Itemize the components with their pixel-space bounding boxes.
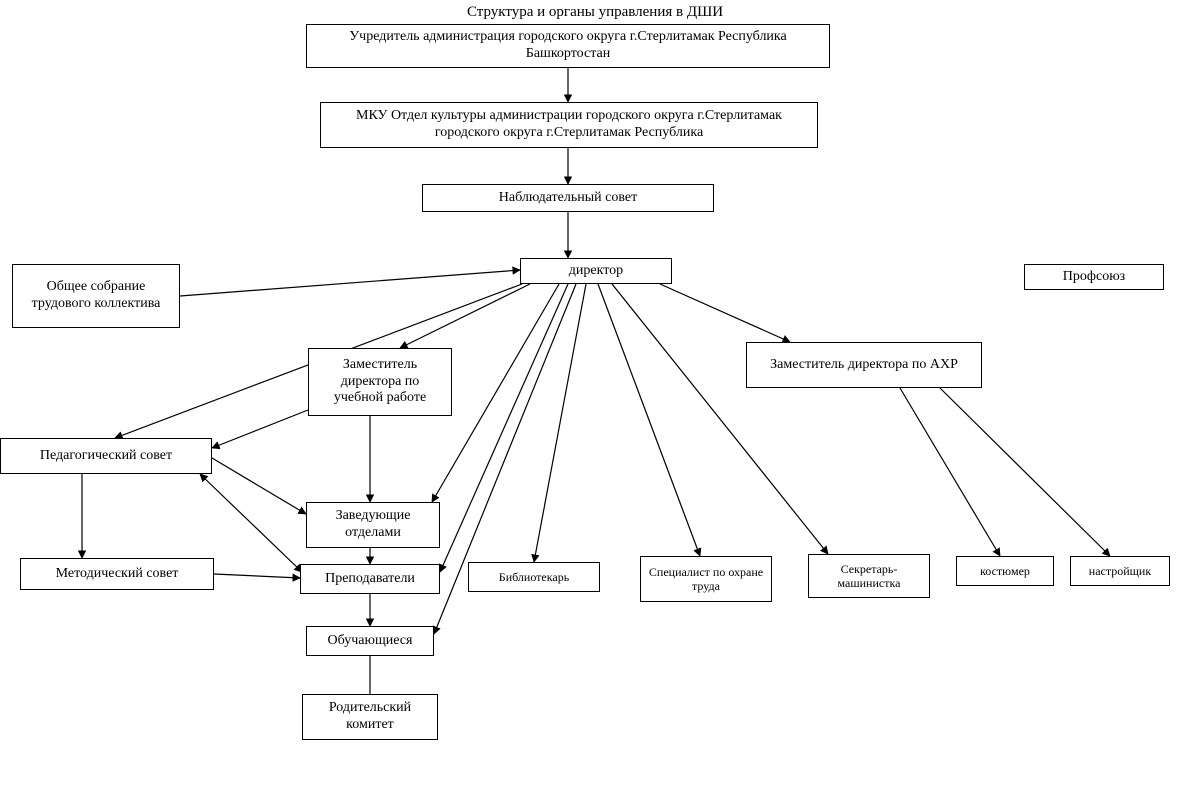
edge-ped_council-to-teachers	[200, 474, 302, 572]
edge-assembly-to-director	[180, 270, 520, 296]
edge-deputy_ahr-to-costumer	[900, 388, 1000, 556]
edge-director-to-deputy_edu	[400, 284, 530, 348]
node-union: Профсоюз	[1024, 264, 1164, 290]
node-method: Методический совет	[20, 558, 214, 590]
edge-director-to-librarian	[534, 284, 586, 562]
node-teachers: Преподаватели	[300, 564, 440, 594]
node-students: Обучающиеся	[306, 626, 434, 656]
node-ped_council: Педагогический совет	[0, 438, 212, 474]
edge-ped_council-to-dept_heads	[212, 458, 306, 514]
node-label: Заведующие отделами	[313, 508, 433, 542]
edge-deputy_ahr-to-tuner	[940, 388, 1110, 556]
node-supervisory: Наблюдательный совет	[422, 184, 714, 212]
node-safety: Специалист по охране труда	[640, 556, 772, 602]
node-label: директор	[569, 263, 623, 280]
node-label: Методический совет	[56, 566, 179, 583]
node-dept_heads: Заведующие отделами	[306, 502, 440, 548]
edge-director-to-secretary	[612, 284, 828, 554]
node-librarian: Библиотекарь	[468, 562, 600, 592]
node-label: Обучающиеся	[328, 633, 413, 650]
node-label: костюмер	[980, 564, 1030, 578]
edge-director-to-safety	[598, 284, 700, 556]
node-label: Профсоюз	[1063, 269, 1125, 286]
edge-method-to-teachers	[214, 574, 300, 578]
node-label: Наблюдательный совет	[499, 190, 637, 207]
node-label: Общее собрание трудового коллектива	[19, 279, 173, 313]
node-label: Заместитель директора по АХР	[770, 357, 958, 374]
node-label: Специалист по охране труда	[647, 565, 765, 594]
org-chart-canvas: Структура и органы управления в ДШИ Учре…	[0, 0, 1178, 808]
node-deputy_edu: Заместитель директора по учебной работе	[308, 348, 452, 416]
node-founder: Учредитель администрация городского окру…	[306, 24, 830, 68]
diagram-title: Структура и органы управления в ДШИ	[440, 4, 750, 21]
node-tuner: настройщик	[1070, 556, 1170, 586]
node-label: Преподаватели	[325, 571, 415, 588]
node-costumer: костюмер	[956, 556, 1054, 586]
node-label: Родительский комитет	[309, 700, 431, 734]
node-deputy_ahr: Заместитель директора по АХР	[746, 342, 982, 388]
edge-director-to-deputy_ahr	[660, 284, 790, 342]
node-label: Педагогический совет	[40, 448, 172, 465]
node-director: директор	[520, 258, 672, 284]
node-parents: Родительский комитет	[302, 694, 438, 740]
node-secretary: Секретарь-машинистка	[808, 554, 930, 598]
node-label: МКУ Отдел культуры администрации городск…	[327, 108, 811, 142]
node-label: Секретарь-машинистка	[815, 562, 923, 591]
node-label: Заместитель директора по учебной работе	[315, 357, 445, 407]
edge-director-to-teachers	[440, 284, 568, 572]
node-label: Учредитель администрация городского окру…	[313, 29, 823, 63]
node-assembly: Общее собрание трудового коллектива	[12, 264, 180, 328]
node-label: настройщик	[1089, 564, 1151, 578]
node-mku: МКУ Отдел культуры администрации городск…	[320, 102, 818, 148]
edge-deputy_edu-to-ped_council	[212, 410, 308, 448]
node-label: Библиотекарь	[499, 570, 569, 584]
